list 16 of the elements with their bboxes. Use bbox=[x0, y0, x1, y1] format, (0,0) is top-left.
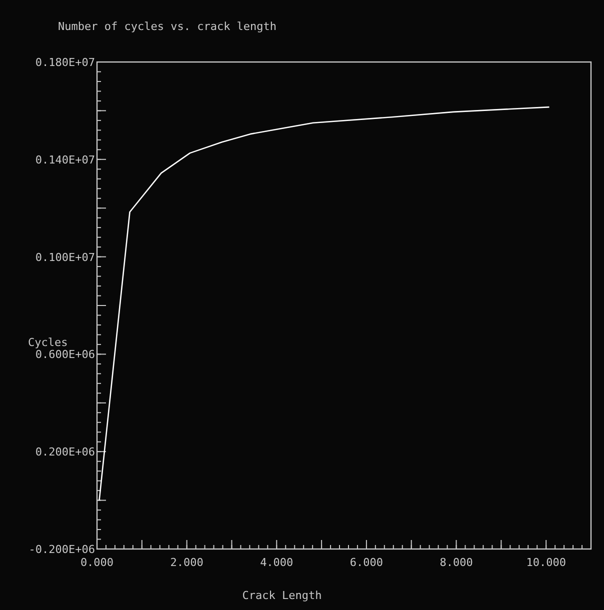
chart-title: Number of cycles vs. crack length bbox=[58, 20, 277, 33]
x-tick-label: 8.000 bbox=[440, 556, 473, 569]
x-tick-label: 2.000 bbox=[170, 556, 204, 569]
y-tick-label: 0.100E+07 bbox=[35, 250, 95, 264]
y-tick-label: -0.200E+06 bbox=[28, 543, 95, 556]
y-tick-label: 0.180E+07 bbox=[35, 56, 95, 69]
y-axis-title: Cycles bbox=[28, 336, 68, 349]
x-tick-label: 6.000 bbox=[350, 556, 384, 569]
y-tick-label: 0.200E+06 bbox=[35, 446, 95, 459]
line-series bbox=[98, 106, 550, 501]
x-tick-label: 0.000 bbox=[80, 556, 114, 569]
y-tick-label: 0.140E+07 bbox=[35, 153, 95, 166]
x-tick-label: 10.000 bbox=[526, 556, 566, 569]
y-tick-label: 0.600E+06 bbox=[35, 348, 95, 362]
x-axis-title: Crack Length bbox=[242, 589, 322, 602]
x-tick-label: 4.000 bbox=[260, 556, 294, 569]
